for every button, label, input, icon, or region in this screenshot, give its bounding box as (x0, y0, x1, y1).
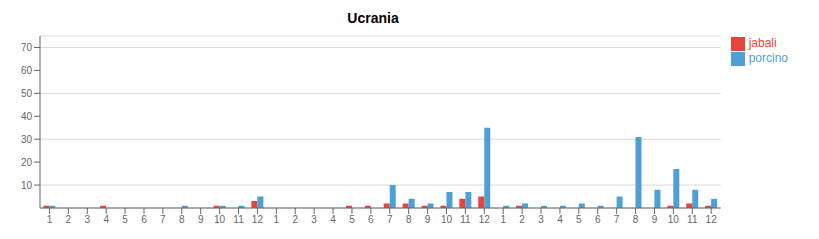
svg-text:3: 3 (538, 214, 544, 225)
html-text:Ucrania: Ucrania (347, 10, 399, 26)
svg-text:30: 30 (21, 134, 33, 145)
svg-text:8: 8 (406, 214, 412, 225)
svg-text:60: 60 (21, 65, 33, 76)
svg-text:9: 9 (652, 214, 658, 225)
svg-text:5: 5 (576, 214, 582, 225)
svg-text:10: 10 (441, 214, 453, 225)
html-text:porcino: porcino (748, 50, 788, 65)
svg-text:12: 12 (706, 214, 718, 225)
svg-text:11: 11 (460, 214, 471, 225)
svg-text:3: 3 (311, 214, 317, 225)
svg-text:7: 7 (387, 214, 393, 225)
svg-text:6: 6 (368, 214, 374, 225)
svg-text:3: 3 (84, 214, 90, 225)
svg-text:1: 1 (47, 214, 53, 225)
svg-text:9: 9 (198, 214, 204, 225)
svg-text:11: 11 (233, 214, 244, 225)
svg-text:4: 4 (557, 214, 563, 225)
svg-text:11: 11 (687, 214, 698, 225)
svg-text:1: 1 (500, 214, 506, 225)
svg-text:5: 5 (349, 214, 355, 225)
svg-text:10: 10 (214, 214, 226, 225)
svg-text:12: 12 (479, 214, 491, 225)
svg-text:40: 40 (21, 111, 33, 122)
svg-text:2: 2 (292, 214, 298, 225)
svg-text:7: 7 (614, 214, 620, 225)
svg-text:9: 9 (425, 214, 431, 225)
html-text:jabali: jabali (748, 36, 777, 50)
svg-text:70: 70 (21, 42, 33, 53)
svg-text:5: 5 (122, 214, 128, 225)
svg-text:8: 8 (633, 214, 639, 225)
svg-text:7: 7 (160, 214, 166, 225)
svg-text:6: 6 (141, 214, 147, 225)
svg-text:50: 50 (21, 88, 33, 99)
svg-text:20: 20 (21, 157, 33, 168)
svg-text:6: 6 (595, 214, 601, 225)
svg-text:4: 4 (103, 214, 109, 225)
svg-text:12: 12 (252, 214, 264, 225)
svg-text:10: 10 (21, 180, 33, 191)
svg-text:8: 8 (179, 214, 185, 225)
svg-text:2: 2 (66, 214, 72, 225)
svg-text:10: 10 (668, 214, 680, 225)
svg-text:1: 1 (274, 214, 280, 225)
svg-text:2: 2 (519, 214, 525, 225)
svg-text:4: 4 (330, 214, 336, 225)
